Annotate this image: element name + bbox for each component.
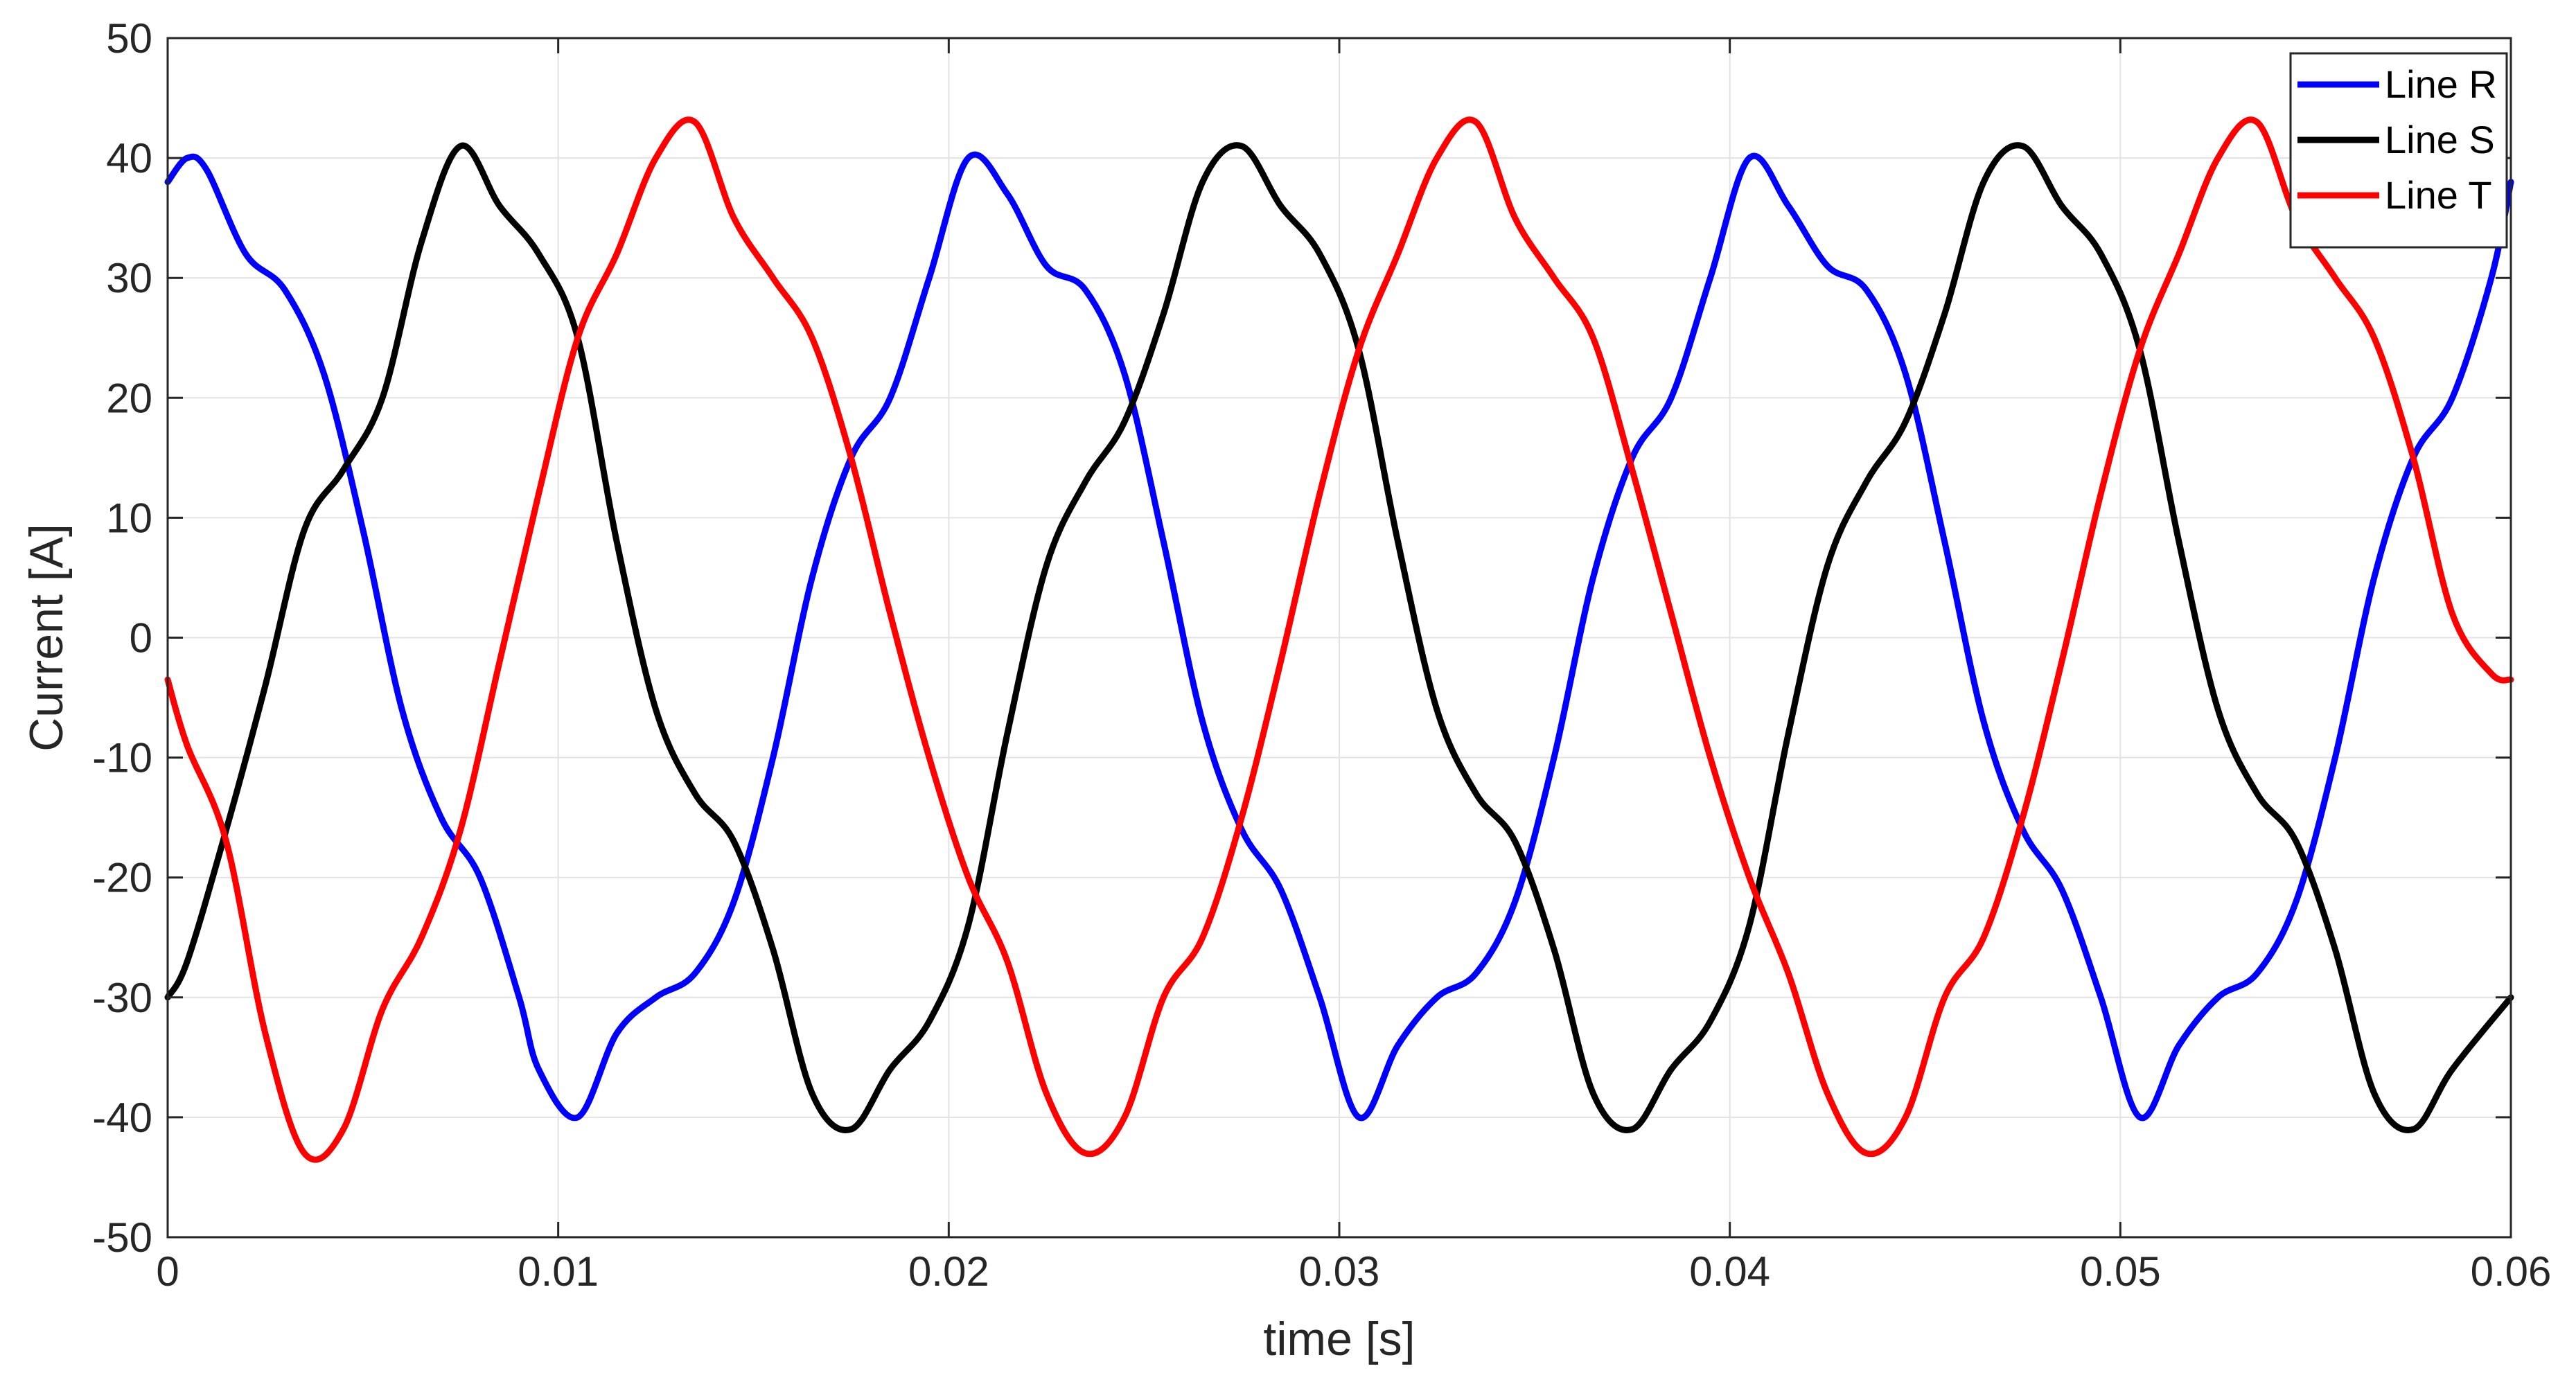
y-tick-label: 0: [130, 615, 152, 662]
y-tick-label: 20: [106, 375, 152, 421]
x-tick-label: 0.05: [2080, 1248, 2161, 1295]
legend-label: Line T: [2385, 173, 2492, 217]
y-tick-label: 30: [106, 255, 152, 301]
legend-label: Line R: [2385, 62, 2497, 106]
x-axis-label: time [s]: [1263, 1313, 1415, 1365]
y-tick-label: 10: [106, 495, 152, 541]
y-tick-label: 50: [106, 15, 152, 62]
x-tick-label: 0.01: [518, 1248, 599, 1295]
series-line-line-r: [164, 151, 2514, 1122]
y-tick-label: -40: [92, 1095, 152, 1141]
y-tick-label: -50: [92, 1214, 152, 1261]
x-tick-label: 0.02: [908, 1248, 989, 1295]
y-tick-label: -30: [92, 975, 152, 1021]
y-axis-ticks: -50 -40 -30 -20 -10 0 10 20 30 40 50: [92, 15, 2511, 1261]
x-axis-ticks: 0 0.01 0.02 0.03 0.04 0.05 0.06: [156, 38, 2551, 1295]
series-line-line-s: [164, 142, 2514, 1133]
y-tick-label: 40: [106, 135, 152, 181]
legend: Line R Line S Line T: [2289, 52, 2508, 249]
x-tick-label: 0: [156, 1248, 179, 1295]
x-tick-label: 0.04: [1689, 1248, 1770, 1295]
y-axis-label: Current [A]: [20, 524, 73, 752]
y-tick-label: -10: [92, 735, 152, 781]
x-tick-label: 0.06: [2471, 1248, 2552, 1295]
series-line-line-t: [164, 116, 2514, 1163]
series-layer: [164, 116, 2514, 1163]
legend-label: Line S: [2385, 118, 2495, 161]
y-tick-label: -20: [92, 855, 152, 901]
x-tick-label: 0.03: [1299, 1248, 1380, 1295]
